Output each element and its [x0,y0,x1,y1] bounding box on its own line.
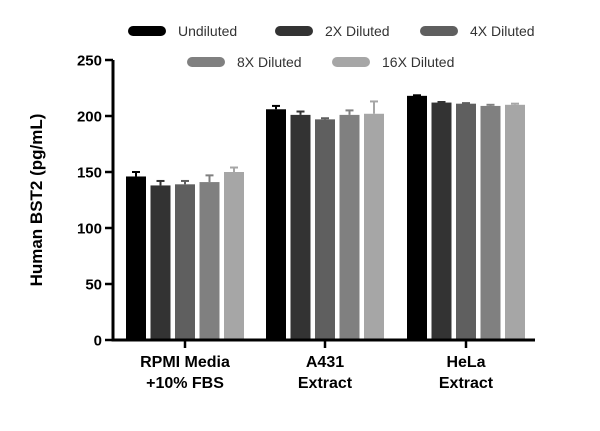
bar [480,105,501,340]
legend-swatch [128,26,166,36]
legend-swatch [332,57,370,67]
legend-label: Undiluted [178,23,237,39]
y-tick-label: 200 [77,109,102,126]
bar [150,185,171,340]
y-tick-label: 150 [77,165,102,182]
x-category-label: Extract [298,375,353,392]
x-category-label: +10% FBS [146,375,224,392]
error-bars [132,94,519,186]
legend-label: 8X Diluted [237,54,302,70]
bars [126,95,525,341]
x-category-label: Extract [439,375,494,392]
y-tick-label: 0 [94,333,102,350]
bar [339,114,360,340]
bar [505,104,525,340]
bar [407,95,427,340]
bar [266,109,286,340]
bar [199,182,220,340]
y-tick-label: 100 [77,221,102,238]
legend-swatch [187,57,225,67]
bar [290,114,311,340]
y-tick-label: 50 [85,277,102,294]
bar [224,172,244,340]
y-axis-title: Human BST2 (pg/mL) [27,114,46,287]
x-category-label: A431 [306,354,344,371]
legend-swatch [275,26,313,36]
legend-swatch [420,26,458,36]
y-tick-label: 250 [77,53,102,70]
bar [315,119,335,340]
x-category-label: RPMI Media [140,354,230,371]
bar [126,176,146,340]
bar [456,103,476,341]
legend: Undiluted 2X Diluted 4X Diluted 8X Diluted 1… [128,23,535,70]
legend-label: 4X Diluted [470,23,535,39]
x-category-label: HeLa [446,354,485,371]
bar [431,102,452,340]
legend-label: 16X Diluted [382,54,454,70]
bar [175,184,195,340]
bar [364,113,384,340]
axes: 0 50 100 150 200 250 RPMI Media +10% FBS A431 Ext… [77,53,535,392]
legend-label: 2X Diluted [325,23,390,39]
